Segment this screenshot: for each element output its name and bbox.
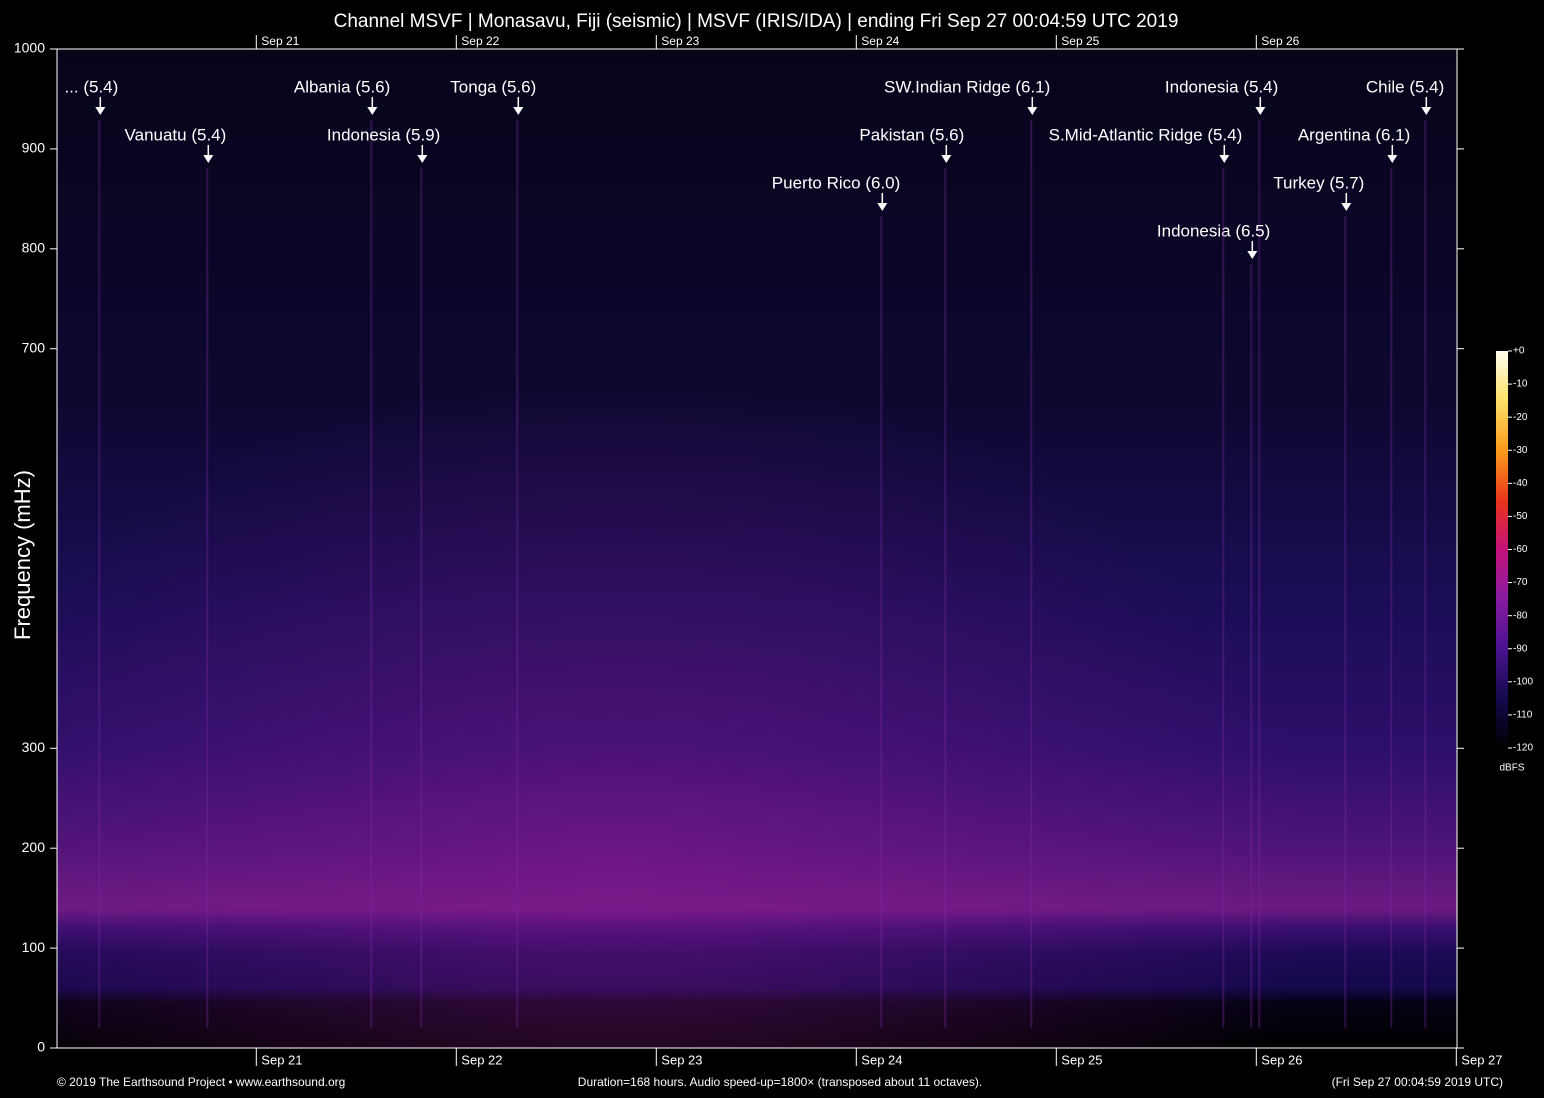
x-tick-label-top: Sep 26: [1261, 34, 1299, 48]
colorbar: [1496, 351, 1508, 748]
event-label: SW.Indian Ridge (6.1): [884, 77, 1050, 96]
event-label: Indonesia (5.9): [327, 125, 440, 144]
event-arrow-head: [1421, 107, 1432, 115]
event-arrow-head: [95, 107, 106, 115]
y-tick-label: 800: [22, 240, 46, 256]
colorbar-tick-label: +0: [1513, 346, 1525, 357]
colorbar-tick-label: -20: [1513, 412, 1528, 423]
event-label: Indonesia (6.5): [1157, 221, 1270, 240]
y-tick-label: 700: [22, 339, 46, 355]
event-arrow-head: [367, 107, 378, 115]
event-label: S.Mid-Atlantic Ridge (5.4): [1049, 125, 1243, 144]
colorbar-tick-label: -90: [1513, 643, 1528, 654]
y-tick-label: 1000: [14, 40, 45, 56]
x-tick-label: Sep 24: [861, 1052, 902, 1067]
colorbar-tick-label: -40: [1513, 478, 1528, 489]
colorbar-tick-label: -50: [1513, 511, 1528, 522]
x-tick-label-top: Sep 22: [461, 34, 499, 48]
x-tick-label-top: Sep 25: [1061, 34, 1099, 48]
event-arrow-head: [1387, 155, 1398, 163]
colorbar-label: dBFS: [1499, 763, 1524, 774]
footer-right: (Fri Sep 27 00:04:59 2019 UTC): [1332, 1075, 1503, 1089]
event-arrow-head: [203, 155, 214, 163]
event-arrow-head: [1255, 107, 1266, 115]
event-label: Albania (5.6): [294, 77, 390, 96]
chart-title: Channel MSVF | Monasavu, Fiji (seismic) …: [334, 11, 1179, 32]
x-tick-label: Sep 25: [1061, 1052, 1102, 1067]
y-tick-label: 100: [22, 939, 46, 955]
event-label: Turkey (5.7): [1273, 173, 1364, 192]
x-tick-label: Sep 21: [261, 1052, 302, 1067]
event-label: ... (5.4): [64, 77, 118, 96]
event-label: Pakistan (5.6): [859, 125, 964, 144]
event-label: Puerto Rico (6.0): [772, 173, 901, 192]
event-label: Argentina (6.1): [1298, 125, 1410, 144]
event-arrow-head: [1247, 251, 1258, 259]
event-label: Vanuatu (5.4): [125, 125, 227, 144]
colorbar-tick-label: -10: [1513, 379, 1528, 390]
y-tick-label: 300: [22, 739, 46, 755]
colorbar-tick-label: -70: [1513, 577, 1528, 588]
colorbar-tick-label: -120: [1513, 743, 1533, 754]
x-tick-label: Sep 26: [1261, 1052, 1302, 1067]
x-tick-label: Sep 22: [461, 1052, 502, 1067]
event-arrow-head: [1219, 155, 1230, 163]
colorbar-tick-label: -30: [1513, 445, 1528, 456]
event-label: Indonesia (5.4): [1165, 77, 1278, 96]
colorbar-tick-label: -60: [1513, 544, 1528, 555]
x-tick-label: Sep 23: [661, 1052, 702, 1067]
event-arrow-head: [877, 203, 888, 211]
event-arrow-head: [1341, 203, 1352, 211]
y-tick-label: 200: [22, 839, 46, 855]
x-tick-label: Sep 27: [1461, 1052, 1502, 1067]
x-tick-label-top: Sep 21: [261, 34, 299, 48]
colorbar-tick-label: -80: [1513, 610, 1528, 621]
x-tick-label-top: Sep 23: [661, 34, 699, 48]
y-tick-label: 900: [22, 140, 46, 156]
footer-center: Duration=168 hours. Audio speed-up=1800×…: [578, 1075, 982, 1089]
event-label: Tonga (5.6): [450, 77, 536, 96]
footer-left: © 2019 The Earthsound Project • www.eart…: [57, 1075, 345, 1089]
event-label: Chile (5.4): [1366, 77, 1444, 96]
y-axis-title: Frequency (mHz): [10, 470, 35, 640]
x-tick-label-top: Sep 24: [861, 34, 899, 48]
event-arrow-head: [1027, 107, 1038, 115]
event-arrow-head: [513, 107, 524, 115]
event-arrow-head: [417, 155, 428, 163]
event-arrow-head: [941, 155, 952, 163]
y-tick-label: 0: [37, 1039, 45, 1055]
colorbar-tick-label: -110: [1513, 710, 1533, 721]
colorbar-tick-label: -100: [1513, 676, 1533, 687]
spectrogram-glow: [57, 49, 1457, 1048]
